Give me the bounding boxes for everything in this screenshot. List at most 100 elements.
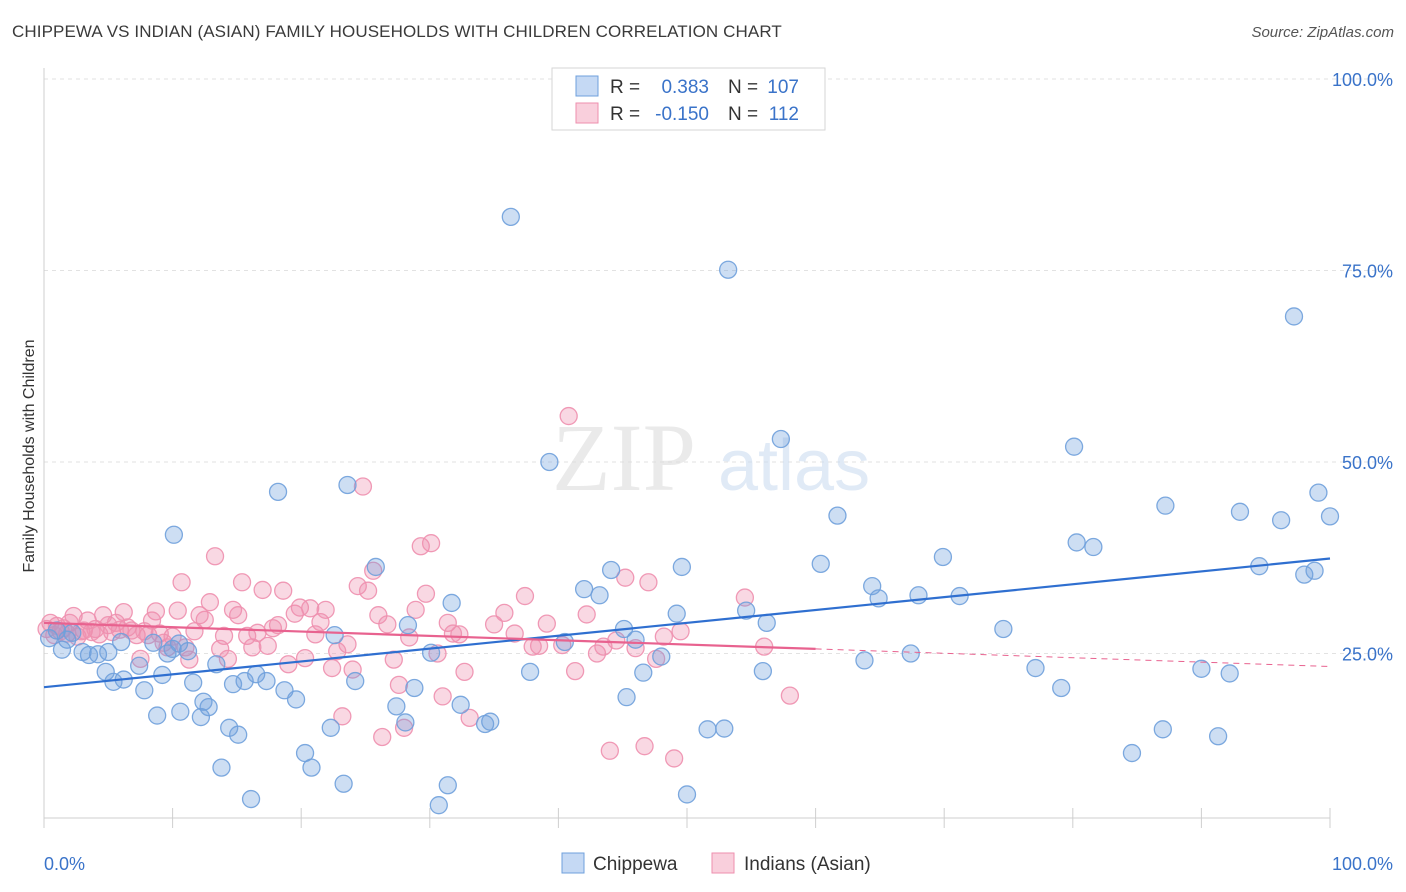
- trend-line-indians-asian-extension: [815, 648, 1331, 668]
- chippewa-point-106: [1295, 565, 1314, 584]
- chippewa-point-16: [148, 706, 167, 725]
- indians-asian-point-68: [338, 635, 357, 654]
- chippewa-point-42: [321, 718, 340, 737]
- stats-swatch-indians-asian: [575, 102, 599, 124]
- chippewa-point-14: [135, 681, 154, 700]
- chippewa-point-68: [626, 630, 645, 649]
- chippewa-point-105: [1284, 307, 1304, 326]
- chippewa-point-44: [334, 774, 353, 793]
- chippewa-point-99: [1192, 659, 1211, 678]
- indians-asian-point-112: [654, 627, 674, 646]
- chippewa-point-15: [144, 633, 163, 652]
- indians-asian-point-72: [358, 581, 378, 600]
- indians-asian-point-115: [735, 588, 755, 607]
- chippewa-point-36: [257, 671, 276, 691]
- chippewa-point-46: [346, 671, 365, 691]
- indians-asian-point-71: [353, 477, 373, 496]
- chippewa-point-64: [590, 586, 609, 605]
- stats-n-value-2: 112: [769, 104, 799, 125]
- indians-asian-point-54: [263, 619, 283, 638]
- indians-asian-point-78: [389, 675, 409, 695]
- chippewa-point-101: [1220, 664, 1239, 683]
- chippewa-point-78: [753, 661, 773, 681]
- chippewa-point-33: [235, 671, 254, 691]
- chippewa-point-90: [994, 619, 1013, 639]
- chippewa-point-10: [99, 642, 118, 662]
- chippewa-point-41: [302, 758, 321, 777]
- chippewa-point-98: [1156, 496, 1175, 515]
- chippewa-point-86: [901, 644, 920, 663]
- x-tick-label-min: 0.0%: [44, 854, 85, 874]
- stats-swatch-chippewa: [575, 75, 599, 97]
- chippewa-point-45: [338, 475, 357, 495]
- indians-asian-point-47: [229, 606, 248, 625]
- indians-asian-point-34: [168, 601, 187, 620]
- indians-asian-point-40: [195, 610, 214, 629]
- stats-n-value-1: 107: [767, 77, 799, 98]
- indians-asian-point-44: [214, 626, 234, 646]
- indians-asian-point-83: [416, 584, 436, 603]
- chippewa-point-0: [39, 629, 59, 648]
- y-axis-label: Family Households with Children: [21, 340, 38, 573]
- indians-asian-point-82: [411, 537, 430, 556]
- indians-asian-point-42: [205, 547, 225, 566]
- indians-asian-point-55: [268, 616, 288, 635]
- y-tick-labels: 25.0% 50.0% 75.0% 100.0%: [1332, 70, 1393, 665]
- chippewa-point-82: [828, 506, 847, 525]
- legend-label-indians-asian: Indians (Asian): [744, 854, 871, 875]
- chippewa-point-96: [1122, 743, 1142, 763]
- indians-asian-point-84: [421, 534, 441, 553]
- y-tick-label-75: 75.0%: [1342, 262, 1393, 282]
- chippewa-point-26: [199, 697, 218, 717]
- indians-asian-point-64: [316, 600, 335, 619]
- chippewa-point-2: [52, 640, 72, 659]
- indians-asian-point-98: [537, 614, 556, 633]
- chippewa-point-51: [398, 616, 418, 635]
- gridlines: [44, 78, 1393, 654]
- x-tick-label-max: 100.0%: [1332, 854, 1393, 874]
- indians-asian-point-105: [600, 741, 619, 760]
- chippewa-point-69: [634, 663, 653, 682]
- chippewa-point-70: [652, 647, 671, 666]
- indians-asian-point-101: [565, 661, 585, 681]
- chippewa-point-76: [719, 260, 738, 279]
- indians-asian-point-25: [131, 649, 150, 669]
- x-axis-ticks: [43, 808, 1331, 828]
- indians-asian-point-60: [295, 648, 315, 668]
- chippewa-point-49: [396, 713, 415, 732]
- chippewa-point-63: [574, 580, 594, 599]
- indians-asian-point-113: [664, 749, 684, 768]
- chippewa-point-23: [178, 642, 198, 661]
- indians-asian-point-103: [587, 644, 607, 663]
- chippewa-point-97: [1153, 720, 1172, 739]
- indians-asian-point-59: [290, 598, 310, 617]
- chippewa-point-12: [112, 632, 131, 652]
- chippewa-point-92: [1052, 678, 1071, 698]
- chippewa-point-24: [184, 673, 203, 692]
- indians-asian-point-65: [322, 658, 342, 678]
- chippewa-point-95: [1084, 537, 1103, 557]
- chippewa-point-83: [855, 651, 874, 670]
- series-chippewa-points: [39, 207, 1340, 815]
- indians-asian-point-89: [450, 625, 469, 644]
- chippewa-point-31: [223, 674, 243, 694]
- chippewa-point-1: [47, 621, 67, 640]
- indians-asian-point-48: [232, 573, 252, 592]
- indians-asian-point-49: [238, 626, 257, 646]
- legend-label-chippewa: Chippewa: [593, 854, 678, 875]
- indians-asian-point-95: [515, 586, 535, 606]
- chippewa-point-59: [501, 207, 520, 227]
- indians-asian-point-114: [671, 622, 690, 641]
- chart-title: CHIPPEWA VS INDIAN (ASIAN) FAMILY HOUSEH…: [12, 22, 782, 41]
- indians-asian-point-69: [343, 660, 362, 679]
- y-tick-label-100: 100.0%: [1332, 70, 1393, 90]
- chippewa-point-37: [268, 482, 288, 502]
- indians-asian-point-110: [639, 573, 658, 592]
- chippewa-point-27: [194, 692, 213, 711]
- indians-asian-point-87: [438, 613, 457, 633]
- indians-asian-point-81: [406, 600, 425, 619]
- indians-asian-point-100: [559, 406, 578, 426]
- chippewa-point-108: [1309, 483, 1328, 502]
- indians-asian-point-35: [172, 573, 191, 592]
